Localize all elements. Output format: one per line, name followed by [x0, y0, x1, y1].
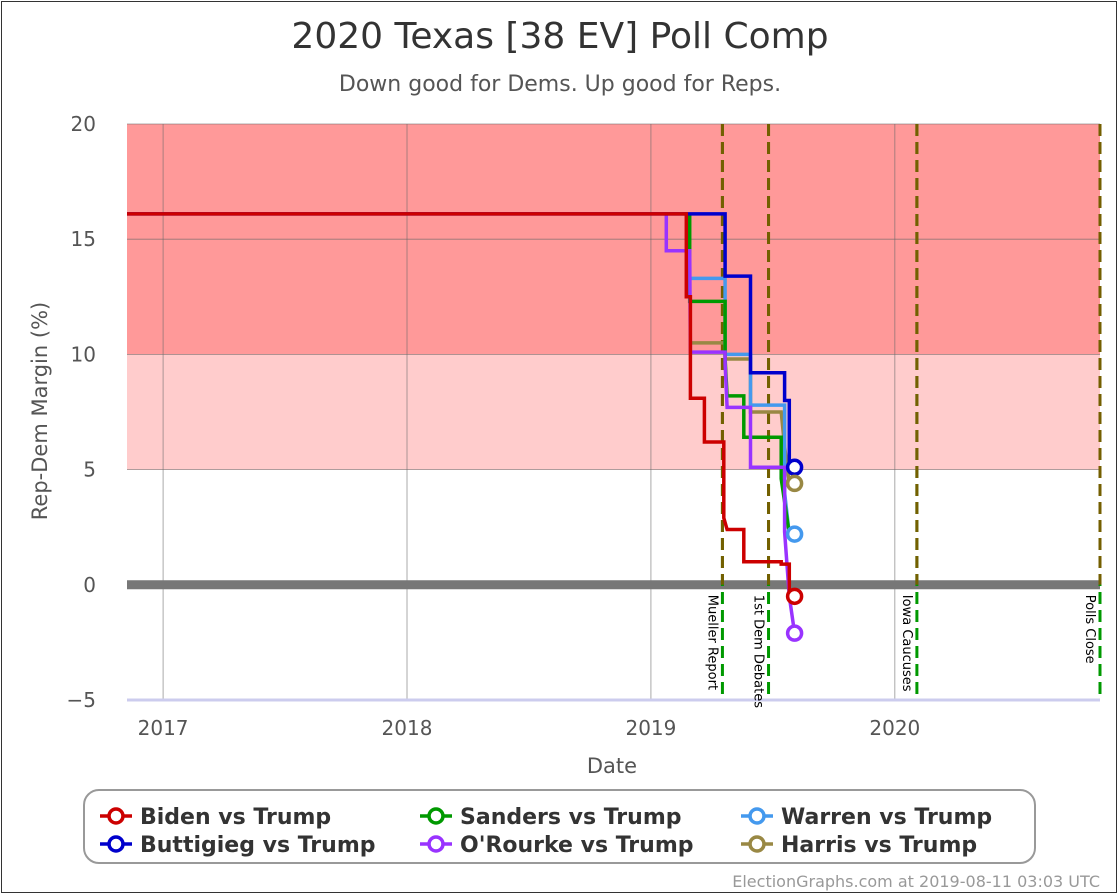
series-line-biden-vs-trump — [127, 212, 795, 599]
endpoint-marker-harris-vs-trump — [785, 474, 804, 493]
legend-swatch-marker — [107, 835, 125, 853]
legend-swatch-marker — [748, 835, 766, 853]
plot-area: −5 0 5 10 15 20 2017 2018 2019 2020 Mueller Report… — [67, 112, 1102, 740]
legend-label-harris-vs-trump: Harris vs Trump — [781, 833, 977, 858]
x-tick-label: 2019 — [625, 716, 676, 740]
series-line-buttigieg-vs-trump — [127, 212, 795, 470]
endpoint-marker-warren-vs-trump — [785, 525, 804, 543]
y-tick-label: 20 — [71, 112, 96, 136]
x-axis-label: Date — [587, 754, 637, 778]
y-tick-label: 0 — [83, 573, 96, 597]
y-tick-label: 5 — [83, 458, 96, 482]
x-tick-label: 2018 — [382, 716, 433, 740]
event-label-polls-close: Polls Close — [1082, 595, 1097, 664]
legend-label-buttigieg-vs-trump: Buttigieg vs Trump — [140, 833, 376, 858]
chart-subtitle: Down good for Dems. Up good for Reps. — [339, 72, 781, 97]
x-tick-label: 2017 — [138, 716, 189, 740]
series-line-o-rourke-vs-trump — [664, 213, 797, 634]
endpoint-marker-biden-vs-trump — [785, 587, 804, 606]
event-label-mueller-report: Mueller Report — [704, 595, 719, 690]
y-axis-label: Rep-Dem Margin (%) — [28, 302, 52, 520]
legend-box — [83, 789, 1036, 864]
endpoint-marker-buttigieg-vs-trump — [785, 458, 804, 477]
band-1 — [127, 354, 1100, 470]
legend-swatch-marker — [748, 807, 766, 825]
x-tick-label: 2020 — [869, 716, 920, 740]
legend: Biden vs Trump Sanders vs Trump Warren vs … — [83, 789, 1036, 864]
legend-swatch-marker — [427, 807, 445, 825]
event-label-1st-dem-debates: 1st Dem Debates — [751, 595, 766, 708]
event-label-iowa-caucuses: Iowa Caucuses — [899, 595, 914, 692]
chart-title: 2020 Texas [38 EV] Poll Comp — [291, 16, 828, 57]
y-tick-label: 10 — [71, 342, 96, 366]
legend-label-sanders-vs-trump: Sanders vs Trump — [460, 805, 682, 830]
footer-credit: ElectionGraphs.com at 2019-08-11 03:03 U… — [732, 872, 1100, 891]
legend-label-o-rourke-vs-trump: O'Rourke vs Trump — [460, 833, 694, 858]
legend-swatch-marker — [427, 835, 445, 853]
endpoint-marker-o-rourke-vs-trump — [785, 624, 804, 642]
legend-swatch-marker — [107, 807, 125, 825]
legend-label-biden-vs-trump: Biden vs Trump — [140, 805, 331, 830]
y-tick-label: −5 — [67, 688, 96, 712]
y-tick-label: 15 — [71, 227, 96, 251]
legend-label-warren-vs-trump: Warren vs Trump — [781, 805, 992, 830]
